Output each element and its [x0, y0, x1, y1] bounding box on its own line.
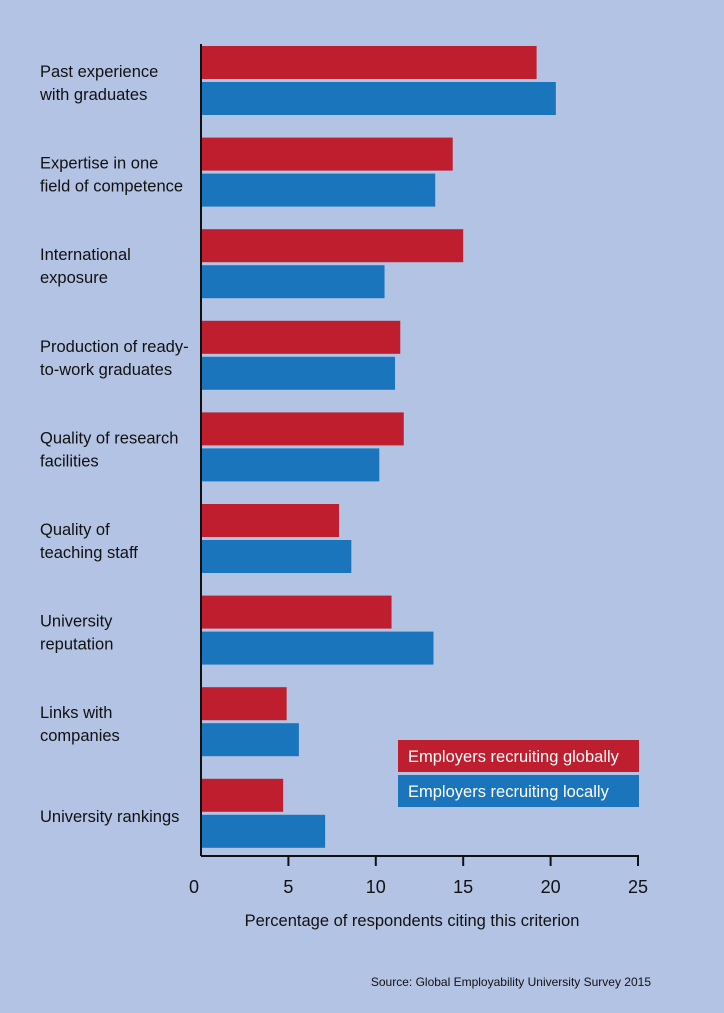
category-label-line: to-work graduates — [40, 361, 172, 379]
bar-global-8 — [202, 778, 284, 812]
bar-local-1 — [202, 173, 436, 207]
legend: Employers recruiting globally Employers … — [398, 740, 639, 807]
category-label-line: International — [40, 246, 131, 264]
category-label: Quality of teaching staff — [40, 521, 138, 562]
bar-local-7 — [202, 723, 299, 757]
x-tick-label: 10 — [366, 877, 386, 897]
x-tick-label: 20 — [541, 877, 561, 897]
category-label-line: facilities — [40, 452, 99, 470]
x-tick-label: 25 — [628, 877, 648, 897]
category-label: Production of ready-to-work graduates — [40, 338, 189, 379]
category-label-line: exposure — [40, 269, 108, 287]
category-label-line: Quality of — [40, 521, 110, 539]
legend-label-local: Employers recruiting locally — [408, 783, 610, 801]
category-label-line: with graduates — [39, 86, 147, 104]
bar-global-3 — [202, 320, 401, 354]
bar-local-2 — [202, 265, 385, 299]
bar-local-3 — [202, 356, 396, 390]
bar-local-4 — [202, 448, 380, 482]
category-label: University reputation — [40, 613, 113, 654]
bar-global-0 — [202, 46, 537, 79]
legend-swatch-global — [398, 740, 639, 772]
bar-global-4 — [202, 412, 404, 446]
bar-global-5 — [202, 504, 340, 537]
bars-group — [202, 46, 556, 848]
category-label-line: Links with — [40, 704, 112, 722]
category-label-line: reputation — [40, 636, 113, 654]
category-label-line: field of competence — [40, 178, 183, 196]
category-label-line: Expertise in one — [40, 155, 158, 173]
bar-global-7 — [202, 687, 287, 721]
x-tick-label: 0 — [189, 877, 199, 897]
legend-swatch-local — [398, 775, 639, 807]
bar-local-6 — [202, 631, 434, 665]
x-axis-label: Percentage of respondents citing this cr… — [245, 912, 580, 930]
x-tick-label: 15 — [453, 877, 473, 897]
category-label: Expertise in one field of competence — [40, 155, 183, 196]
category-label: University rankings — [40, 808, 179, 826]
category-label: Quality of research facilities — [40, 429, 178, 470]
category-label-line: University — [40, 613, 113, 631]
category-label-line: Quality of research — [40, 429, 178, 447]
bar-global-6 — [202, 595, 392, 629]
category-label-line: companies — [40, 727, 120, 745]
category-label: Past experience with graduates — [39, 63, 158, 104]
category-label-line: teaching staff — [40, 544, 138, 562]
category-label-line: University rankings — [40, 808, 179, 826]
x-tick-label: 5 — [283, 877, 293, 897]
category-labels: Past experience with graduates Expertise i… — [39, 63, 189, 826]
bar-local-5 — [202, 540, 352, 573]
bar-global-2 — [202, 229, 464, 263]
x-ticks: 0 5 10 15 20 25 — [189, 856, 648, 897]
bar-global-1 — [202, 137, 453, 171]
bar-local-8 — [202, 814, 326, 848]
category-label: Links with companies — [40, 704, 120, 745]
category-label-line: Production of ready- — [40, 338, 189, 356]
category-label-line: Past experience — [40, 63, 158, 81]
category-label: International exposure — [40, 246, 131, 287]
source-note: Source: Global Employability University … — [371, 975, 651, 989]
bar-local-0 — [202, 82, 556, 115]
legend-label-global: Employers recruiting globally — [408, 748, 620, 766]
